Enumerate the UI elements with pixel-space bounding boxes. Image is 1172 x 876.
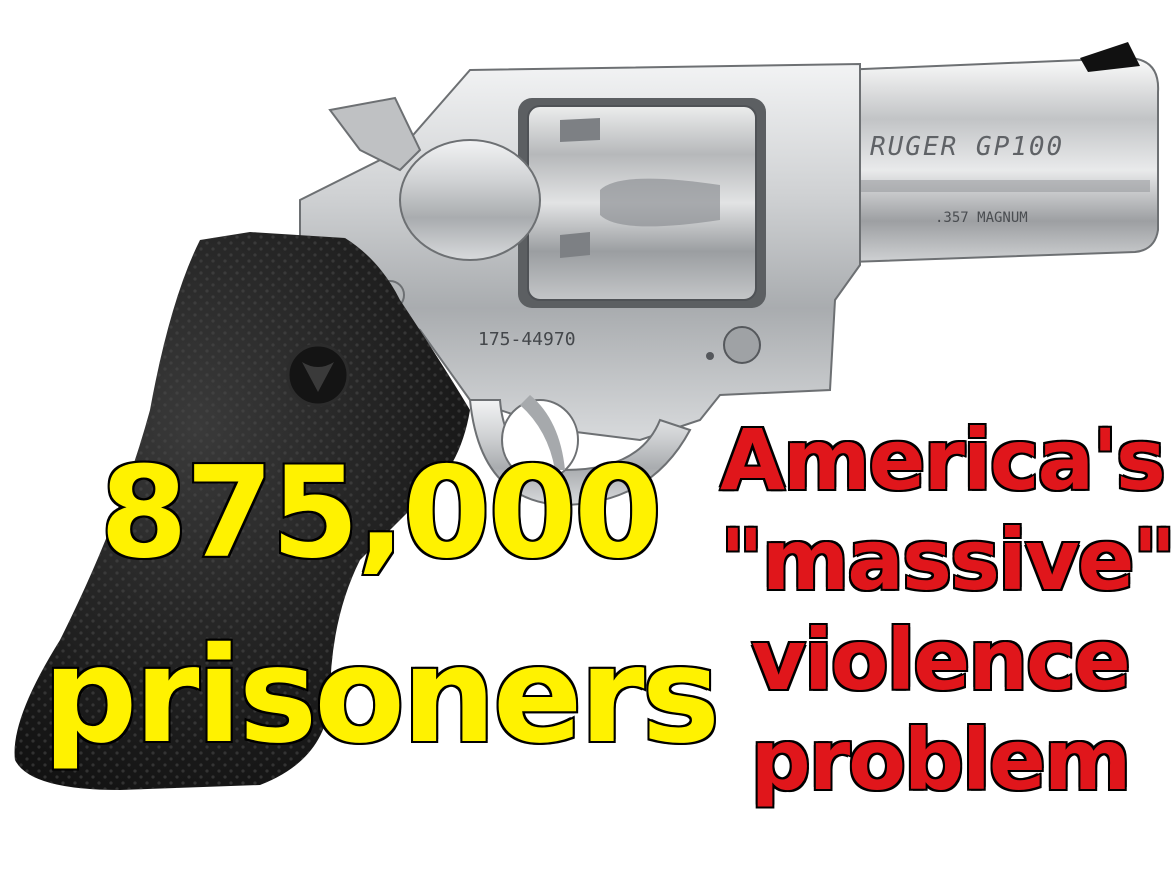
prisoners-label: prisoners [41,619,722,773]
side-text-line-3: violence [750,611,1133,709]
barrel: RUGER GP100 .357 MAGNUM [838,42,1160,264]
cylinder [399,98,766,308]
side-text-line-2: "massive" [719,511,1172,609]
side-text-line-1: America's [719,411,1168,509]
grip [14,232,471,790]
barrel-brand-text: RUGER GP100 [870,132,1064,162]
prisoner-count: 875,000 [98,439,664,586]
caliber-text: .357 MAGNUM [935,210,1028,226]
side-text-line-4: problem [749,711,1133,809]
serial-number-text: 175-44970 [478,329,576,350]
